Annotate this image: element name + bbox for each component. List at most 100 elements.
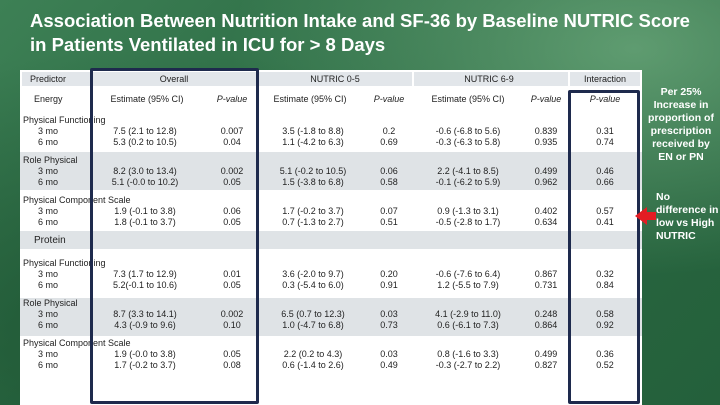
interaction-pvalue: 0.46 (596, 166, 614, 176)
nutric-low-estimate: 3.5 (-1.8 to 8.8) (282, 126, 344, 136)
overall-estimate: 7.5 (2.1 to 12.8) (113, 126, 177, 136)
row-band (20, 298, 642, 336)
subheader-overall-pvalue: P-value (216, 94, 248, 104)
nutric-high-estimate: 2.2 (-4.1 to 8.5) (437, 166, 499, 176)
header-cell-nutric-high-bg (414, 72, 568, 86)
group-label: Physical Functioning (23, 258, 106, 268)
overall-estimate: 8.7 (3.3 to 14.1) (113, 309, 177, 319)
row-label: 6 mo (38, 177, 59, 187)
header-nutric-low: NUTRIC 0-5 (310, 74, 360, 84)
row-label: 3 mo (38, 349, 59, 359)
interaction-pvalue: 0.32 (596, 269, 614, 279)
group-label: Physical Component Scale (23, 195, 131, 205)
nutric-high-pvalue: 0.839 (534, 126, 558, 136)
row-label: 6 mo (38, 280, 59, 290)
nutric-low-estimate: 5.1 (-0.2 to 10.5) (279, 166, 347, 176)
row-band (20, 152, 642, 190)
subheader-nutric-high-estimate: Estimate (95% CI) (431, 94, 505, 104)
nutric-low-estimate: 1.7 (-0.2 to 3.7) (282, 206, 344, 216)
row-label: 3 mo (38, 269, 59, 279)
interaction-pvalue: 0.52 (596, 360, 614, 370)
nutric-low-pvalue: 0.07 (380, 206, 398, 216)
nutric-high-estimate: 1.2 (-5.5 to 7.9) (437, 280, 499, 290)
subheader-energy: Energy (34, 94, 63, 104)
nutric-low-pvalue: 0.73 (380, 320, 398, 330)
nutric-high-estimate: -0.3 (-6.3 to 5.8) (435, 137, 501, 147)
header-predictor: Predictor (30, 74, 67, 84)
overall-pvalue: 0.007 (220, 126, 244, 136)
interaction-pvalue: 0.58 (596, 309, 614, 319)
slide-title: Association Between Nutrition Intake and… (30, 10, 690, 55)
row-label: 6 mo (38, 360, 59, 370)
nutric-low-estimate: 1.1 (-4.2 to 6.3) (282, 137, 344, 147)
interaction-pvalue: 0.66 (596, 177, 614, 187)
overall-pvalue: 0.05 (223, 217, 241, 227)
overall-pvalue: 0.05 (223, 177, 241, 187)
overall-pvalue: 0.002 (220, 309, 244, 319)
overall-estimate: 1.9 (-0.1 to 3.8) (114, 206, 176, 216)
nutric-high-estimate: -0.5 (-2.8 to 1.7) (435, 217, 501, 227)
overall-estimate: 5.2(-0.1 to 10.6) (112, 280, 178, 290)
row-label: 6 mo (38, 137, 59, 147)
nutric-low-pvalue: 0.69 (380, 137, 398, 147)
nutric-high-estimate: -0.6 (-7.6 to 6.4) (435, 269, 501, 279)
overall-pvalue: 0.05 (223, 349, 241, 359)
group-label: Role Physical (23, 298, 78, 308)
overall-estimate: 7.3 (1.7 to 12.9) (113, 269, 177, 279)
nutric-high-estimate: 0.6 (-6.1 to 7.3) (437, 320, 499, 330)
highlight-box-overall (90, 68, 259, 404)
row-label: 3 mo (38, 166, 59, 176)
row-label: 3 mo (38, 309, 59, 319)
row-label: 3 mo (38, 126, 59, 136)
overall-estimate: 5.3 (0.2 to 10.5) (113, 137, 177, 147)
protein-band (20, 231, 642, 249)
subheader-nutric-low-pvalue: P-value (373, 94, 405, 104)
nutric-high-estimate: 4.1 (-2.9 to 11.0) (435, 309, 501, 319)
subheader-nutric-low-estimate: Estimate (95% CI) (273, 94, 347, 104)
nutric-low-estimate: 1.0 (-4.7 to 6.8) (282, 320, 344, 330)
callout-no-difference: No difference in low vs High NUTRIC (656, 191, 719, 242)
nutric-low-estimate: 0.6 (-1.4 to 2.6) (282, 360, 344, 370)
header-interaction: Interaction (583, 74, 627, 84)
nutric-low-estimate: 3.6 (-2.0 to 9.7) (282, 269, 344, 279)
nutric-high-pvalue: 0.935 (534, 137, 558, 147)
overall-pvalue: 0.05 (223, 280, 241, 290)
nutric-high-pvalue: 0.867 (534, 269, 558, 279)
nutric-low-pvalue: 0.2 (382, 126, 396, 136)
nutric-high-pvalue: 0.731 (534, 280, 558, 290)
nutric-low-estimate: 6.5 (0.7 to 12.3) (281, 309, 345, 319)
interaction-pvalue: 0.74 (596, 137, 614, 147)
overall-estimate: 5.1 (-0.0 to 10.2) (111, 177, 179, 187)
header-nutric-high: NUTRIC 6-9 (464, 74, 514, 84)
nutric-low-pvalue: 0.03 (380, 309, 398, 319)
row-label: 3 mo (38, 206, 59, 216)
nutric-high-estimate: -0.1 (-6.2 to 5.9) (435, 177, 501, 187)
nutric-low-estimate: 0.3 (-5.4 to 6.0) (282, 280, 344, 290)
interaction-pvalue: 0.31 (596, 126, 614, 136)
subheader-overall-estimate: Estimate (95% CI) (110, 94, 184, 104)
overall-estimate: 4.3 (-0.9 to 9.6) (114, 320, 176, 330)
nutric-high-pvalue: 0.864 (534, 320, 558, 330)
group-label: Role Physical (23, 155, 78, 165)
nutric-high-pvalue: 0.402 (534, 206, 558, 216)
nutric-low-estimate: 2.2 (0.2 to 4.3) (283, 349, 343, 359)
header-cell-overall-bg (92, 72, 256, 86)
interaction-pvalue: 0.41 (596, 217, 614, 227)
row-label: 6 mo (38, 320, 59, 330)
nutric-high-pvalue: 0.827 (534, 360, 558, 370)
overall-pvalue: 0.002 (220, 166, 244, 176)
nutric-high-pvalue: 0.248 (534, 309, 558, 319)
overall-pvalue: 0.04 (223, 137, 241, 147)
nutric-low-estimate: 0.7 (-1.3 to 2.7) (282, 217, 344, 227)
group-label: Physical Component Scale (23, 338, 131, 348)
nutric-low-pvalue: 0.58 (380, 177, 398, 187)
header-cell-interaction-bg (570, 72, 640, 86)
overall-estimate: 8.2 (3.0 to 13.4) (113, 166, 177, 176)
arrow-left-icon (635, 207, 647, 225)
overall-pvalue: 0.10 (223, 320, 241, 330)
nutric-low-pvalue: 0.06 (380, 166, 398, 176)
subheader-nutric-high-pvalue: P-value (530, 94, 562, 104)
header-cell-predictor-bg (22, 72, 90, 86)
header-overall: Overall (159, 74, 189, 84)
interaction-pvalue: 0.84 (596, 280, 614, 290)
